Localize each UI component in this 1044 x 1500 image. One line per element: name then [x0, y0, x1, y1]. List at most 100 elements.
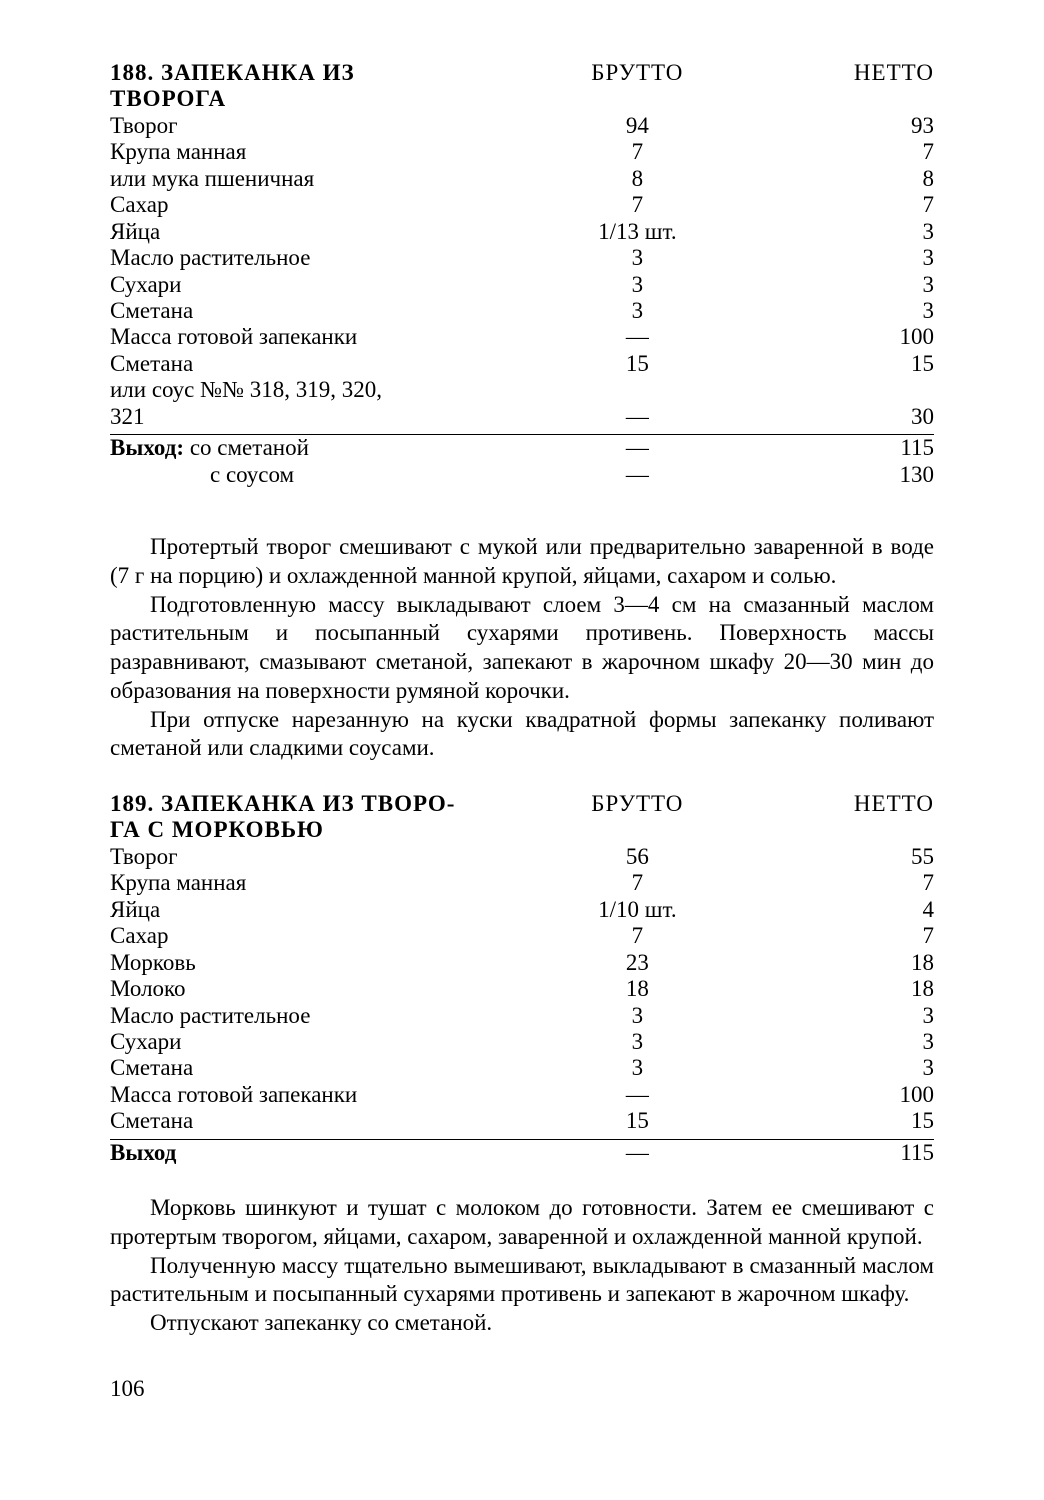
yield-netto: 130 — [736, 462, 934, 488]
brutto-value: 23 — [538, 950, 736, 976]
ingredient-row: Сухари33 — [110, 1029, 934, 1055]
recipe-1-title-line2: ТВОРОГА — [110, 86, 538, 112]
yield-brutto: — — [538, 435, 736, 462]
netto-value: 7 — [736, 923, 934, 949]
yield-brutto: — — [538, 462, 736, 488]
brutto-value: 3 — [538, 298, 736, 324]
brutto-value: 3 — [538, 272, 736, 298]
ingredient-row: Сухари33 — [110, 272, 934, 298]
header-brutto: БРУТТО — [538, 791, 736, 817]
recipe-1-instructions: Протертый творог смешивают с мукой или п… — [110, 533, 934, 763]
netto-value: 15 — [736, 1108, 934, 1134]
ingredient-name: Масло растительное — [110, 245, 538, 271]
brutto-value: 7 — [538, 870, 736, 896]
paragraph: Полученную массу тщательно вымешивают, в… — [110, 1252, 934, 1310]
netto-value: 93 — [736, 113, 934, 139]
recipe-2-title-line1: 189. ЗАПЕКАНКА ИЗ ТВОРО- — [110, 791, 538, 817]
ingredient-name: Сахар — [110, 192, 538, 218]
yield-netto: 115 — [736, 435, 934, 462]
netto-value: 3 — [736, 219, 934, 245]
brutto-value: — — [538, 324, 736, 350]
ingredient-name: Масса готовой запеканки — [110, 324, 538, 350]
ingredient-row: Крупа манная77 — [110, 139, 934, 165]
netto-value: 30 — [736, 404, 934, 430]
yield-row: Выход —115 — [110, 1139, 934, 1166]
ingredient-name: Масло растительное — [110, 1003, 538, 1029]
ingredient-row: Масло растительное33 — [110, 245, 934, 271]
netto-value: 15 — [736, 351, 934, 377]
ingredient-row: Сахар77 — [110, 923, 934, 949]
ingredient-name: Крупа манная — [110, 139, 538, 165]
ingredient-name: Морковь — [110, 950, 538, 976]
brutto-value: 3 — [538, 1003, 736, 1029]
netto-value: 3 — [736, 1003, 934, 1029]
netto-value: 18 — [736, 976, 934, 1002]
ingredient-name: Масса готовой запеканки — [110, 1082, 538, 1108]
ingredient-name: Сухари — [110, 1029, 538, 1055]
yield-label: Выход — [110, 1140, 176, 1165]
ingredient-name: или мука пшеничная — [110, 166, 538, 192]
paragraph: Протертый творог смешивают с мукой или п… — [110, 533, 934, 591]
netto-value: 3 — [736, 1029, 934, 1055]
netto-value: 3 — [736, 245, 934, 271]
ingredient-row: Сметана33 — [110, 1055, 934, 1081]
recipe-1-title-line1: 188. ЗАПЕКАНКА ИЗ — [110, 60, 538, 86]
yield-label: Выход: — [110, 435, 184, 460]
page-number: 106 — [110, 1376, 934, 1402]
ingredient-row: Масса готовой запеканки—100 — [110, 324, 934, 350]
netto-value: 4 — [736, 897, 934, 923]
header-netto: НЕТТО — [736, 60, 934, 86]
yield-row: Выход: со сметаной—115 — [110, 435, 934, 462]
page-content: 188. ЗАПЕКАНКА ИЗ БРУТТО НЕТТО ТВОРОГА Т… — [0, 0, 1044, 1442]
brutto-value: 56 — [538, 844, 736, 870]
ingredient-row: Творог9493 — [110, 113, 934, 139]
recipe-1-table: 188. ЗАПЕКАНКА ИЗ БРУТТО НЕТТО ТВОРОГА Т… — [110, 60, 934, 488]
recipe-2-table: 189. ЗАПЕКАНКА ИЗ ТВОРО- БРУТТО НЕТТО ГА… — [110, 791, 934, 1166]
netto-value: 7 — [736, 192, 934, 218]
brutto-value: 7 — [538, 139, 736, 165]
brutto-value: 7 — [538, 192, 736, 218]
yield-name: Выход: со сметаной — [110, 435, 538, 462]
brutto-value: 94 — [538, 113, 736, 139]
ingredient-row: Крупа манная77 — [110, 870, 934, 896]
netto-value: 7 — [736, 870, 934, 896]
header-netto: НЕТТО — [736, 791, 934, 817]
ingredient-name: 321 — [110, 404, 538, 430]
paragraph: Отпускают запеканку со сметаной. — [110, 1309, 934, 1338]
brutto-value: — — [538, 404, 736, 430]
paragraph: При отпуске нарезанную на куски квадратн… — [110, 706, 934, 764]
netto-value: 55 — [736, 844, 934, 870]
brutto-value: 15 — [538, 351, 736, 377]
ingredient-name: Сухари — [110, 272, 538, 298]
ingredient-row: Яйца1/13 шт.3 — [110, 219, 934, 245]
ingredient-name: Сметана — [110, 1108, 538, 1134]
brutto-value: — — [538, 1082, 736, 1108]
ingredient-name: Сахар — [110, 923, 538, 949]
brutto-value: 1/10 шт. — [538, 897, 736, 923]
netto-value: 3 — [736, 298, 934, 324]
ingredient-name: или соус №№ 318, 319, 320, — [110, 377, 538, 403]
ingredient-row: Сметана1515 — [110, 351, 934, 377]
paragraph: Подготовленную массу выкладывают слоем 3… — [110, 591, 934, 706]
brutto-value: 3 — [538, 1055, 736, 1081]
ingredient-name: Сметана — [110, 298, 538, 324]
ingredient-row: или соус №№ 318, 319, 320, — [110, 377, 934, 403]
ingredient-name: Творог — [110, 844, 538, 870]
brutto-value: 15 — [538, 1108, 736, 1134]
ingredient-name: Яйца — [110, 897, 538, 923]
ingredient-row: 321—30 — [110, 404, 934, 430]
brutto-value: 8 — [538, 166, 736, 192]
ingredient-row: Молоко1818 — [110, 976, 934, 1002]
netto-value: 3 — [736, 1055, 934, 1081]
ingredient-row: Масса готовой запеканки—100 — [110, 1082, 934, 1108]
ingredient-row: Сметана33 — [110, 298, 934, 324]
yield-name: с соусом — [110, 462, 538, 488]
brutto-value: 3 — [538, 1029, 736, 1055]
brutto-value: 7 — [538, 923, 736, 949]
brutto-value: 3 — [538, 245, 736, 271]
ingredient-row: Сахар77 — [110, 192, 934, 218]
yield-brutto: — — [538, 1139, 736, 1166]
ingredient-name: Творог — [110, 113, 538, 139]
brutto-value — [538, 377, 736, 403]
ingredient-row: Творог5655 — [110, 844, 934, 870]
